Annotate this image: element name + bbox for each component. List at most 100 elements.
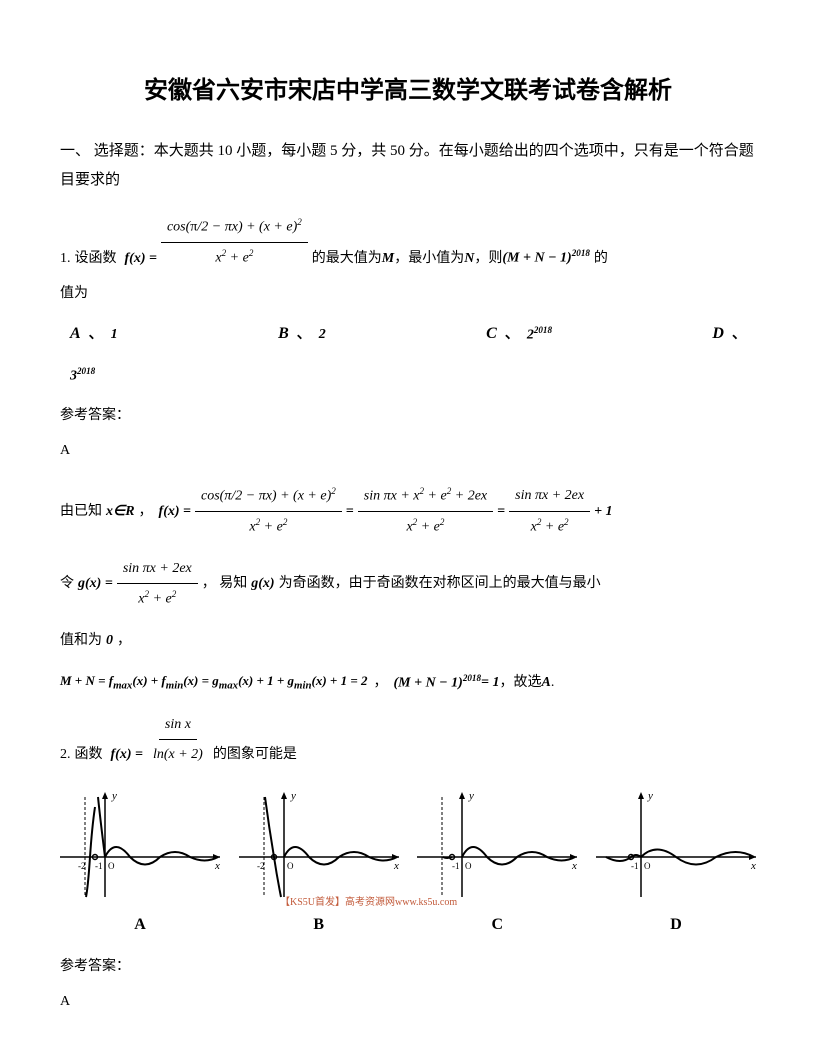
q2-pre: 函数	[75, 742, 103, 767]
sol-line4-b: (M + N − 1)2018	[393, 670, 481, 696]
q1-answer-label: 参考答案：	[60, 403, 756, 428]
q1-post: 的	[594, 246, 608, 271]
sol-line4-c: = 1	[481, 670, 499, 695]
svg-text:x: x	[571, 860, 577, 872]
graph-b-label: B	[313, 911, 324, 940]
sol-zero: 0	[106, 628, 113, 653]
graph-a-svg: x y -2 O -1	[60, 787, 220, 907]
q2-f-lhs: f(x) =	[111, 742, 143, 767]
svg-text:x: x	[214, 860, 220, 872]
sol-gfrac-den: x2 + e2	[132, 584, 182, 612]
svg-text:x: x	[750, 860, 756, 872]
sol-frac3: sin πx + 2ex x2 + e2	[509, 483, 590, 539]
sol-g-lhs: g(x) =	[78, 571, 113, 596]
sol-gx: g(x)	[251, 571, 274, 596]
sol-line4-A: A	[542, 670, 551, 695]
q1-opt-a: A 、 1	[70, 320, 118, 349]
q1-sol-line4: M + N = fmax(x) + fmin(x) = gmax(x) + 1 …	[60, 669, 756, 696]
opt-sep: 、	[505, 322, 519, 347]
q2-answer-label: 参考答案：	[60, 954, 756, 979]
q1-pre: 设函数	[75, 246, 117, 271]
q1-frac-num: cos(π/2 − πx) + (x + e)2	[161, 214, 308, 243]
q1-mid1: 的最大值为	[312, 246, 382, 271]
svg-text:y: y	[290, 790, 296, 802]
q1-opt-b: B 、 2	[278, 320, 326, 349]
sol-frac1-num: cos(π/2 − πx) + (x + e)2	[195, 483, 342, 512]
q1-expr: (M + N − 1)2018	[502, 245, 590, 271]
q1-formula-lhs: f(x) =	[125, 246, 157, 271]
q1-sol-line3: 值和为 0 ，	[60, 628, 756, 653]
graph-d-svg: x y O -1	[596, 787, 756, 907]
svg-text:-1: -1	[631, 861, 639, 871]
page-title: 安徽省六安市宋店中学高三数学文联考试卷含解析	[60, 70, 756, 113]
q1-fraction: cos(π/2 − πx) + (x + e)2 x2 + e2	[161, 214, 308, 271]
svg-text:O: O	[465, 861, 472, 871]
svg-text:x: x	[393, 860, 399, 872]
q1-answer: A	[60, 438, 756, 463]
q1-sol-line1: 由已知 x∈R ， f(x) = cos(π/2 − πx) + (x + e)…	[60, 483, 756, 540]
q2-num: 2.	[60, 742, 71, 767]
q1-line1: 1. 设函数 f(x) = cos(π/2 − πx) + (x + e)2 x…	[60, 214, 756, 271]
section-header: 一、 选择题：本大题共 10 小题，每小题 5 分，共 50 分。在每小题给出的…	[60, 137, 756, 194]
sol-line3: 值和为	[60, 628, 102, 653]
opt-label-d: D	[712, 320, 724, 349]
graph-c-label: C	[492, 911, 504, 940]
sol-line2-pre: 令	[60, 571, 74, 596]
q1-M: M	[382, 246, 394, 271]
q2-frac-den: ln(x + 2)	[147, 740, 209, 767]
q1-frac-den: x2 + e2	[209, 243, 259, 271]
sol-line4-end: ，故选	[500, 670, 542, 695]
svg-text:O: O	[108, 861, 115, 871]
svg-text:O: O	[287, 861, 294, 871]
graph-b-svg: x y -2 O	[239, 787, 399, 907]
q1-opt-c: C 、 22018	[486, 320, 552, 349]
q1-num: 1.	[60, 246, 71, 271]
q1-mid2: ，最小值为	[394, 246, 464, 271]
sol-frac2-den: x2 + e2	[400, 512, 450, 540]
sol-eq1: =	[346, 499, 354, 524]
graph-c: x y O -1 C	[417, 787, 577, 940]
graph-d: x y O -1 D	[596, 787, 756, 940]
opt-b-val: 2	[319, 322, 326, 347]
svg-text:O: O	[644, 861, 651, 871]
sol-gfrac-num: sin πx + 2ex	[117, 556, 198, 584]
sol-sep: ，	[373, 670, 387, 695]
opt-c-val: 22018	[527, 322, 552, 348]
svg-text:-2: -2	[78, 861, 86, 871]
sol-eq2: =	[497, 499, 505, 524]
sol-comma: ，	[139, 499, 153, 524]
q1-N: N	[464, 246, 474, 271]
q2-frac-num: sin x	[159, 712, 197, 740]
sol-xr: x∈R	[106, 499, 135, 524]
sol-frac2-num: sin πx + x2 + e2 + 2ex	[358, 483, 493, 512]
sol-pre1: 由已知	[60, 499, 102, 524]
sol-line4-dot: .	[551, 670, 555, 695]
q2-line1: 2. 函数 f(x) = sin x ln(x + 2) 的图象可能是	[60, 712, 756, 767]
sol-frac1: cos(π/2 − πx) + (x + e)2 x2 + e2	[195, 483, 342, 540]
opt-sep: 、	[297, 322, 311, 347]
opt-sep: 、	[732, 322, 746, 347]
graph-d-label: D	[670, 911, 682, 940]
sol-frac3-den: x2 + e2	[525, 512, 575, 540]
graph-c-svg: x y O -1	[417, 787, 577, 907]
sol-frac2: sin πx + x2 + e2 + 2ex x2 + e2	[358, 483, 493, 540]
svg-text:-1: -1	[95, 861, 103, 871]
sol-f: f(x) =	[159, 499, 191, 524]
opt-label-b: B	[278, 320, 289, 349]
q2-answer: A	[60, 989, 756, 1014]
graph-b: x y -2 O B	[239, 787, 399, 940]
sol-line2-mid: ， 易知	[202, 571, 248, 596]
q2-post: 的图象可能是	[213, 742, 297, 767]
opt-label-a: A	[70, 320, 81, 349]
svg-text:-2: -2	[257, 861, 265, 871]
opt-d-val: 32018	[60, 363, 756, 389]
sol-plus1: + 1	[594, 499, 612, 524]
q2-fraction: sin x ln(x + 2)	[147, 712, 209, 767]
svg-text:y: y	[647, 790, 653, 802]
q2-graphs: x y -2 O -1 A x y -2 O B	[60, 787, 756, 940]
sol-line2-post: 为奇函数，由于奇函数在对称区间上的最大值与最小	[279, 571, 601, 596]
svg-text:-1: -1	[452, 861, 460, 871]
sol-frac3-num: sin πx + 2ex	[509, 483, 590, 511]
opt-a-val: 1	[111, 322, 118, 347]
q1-options: A 、 1 B 、 2 C 、 22018 D 、	[60, 320, 756, 349]
